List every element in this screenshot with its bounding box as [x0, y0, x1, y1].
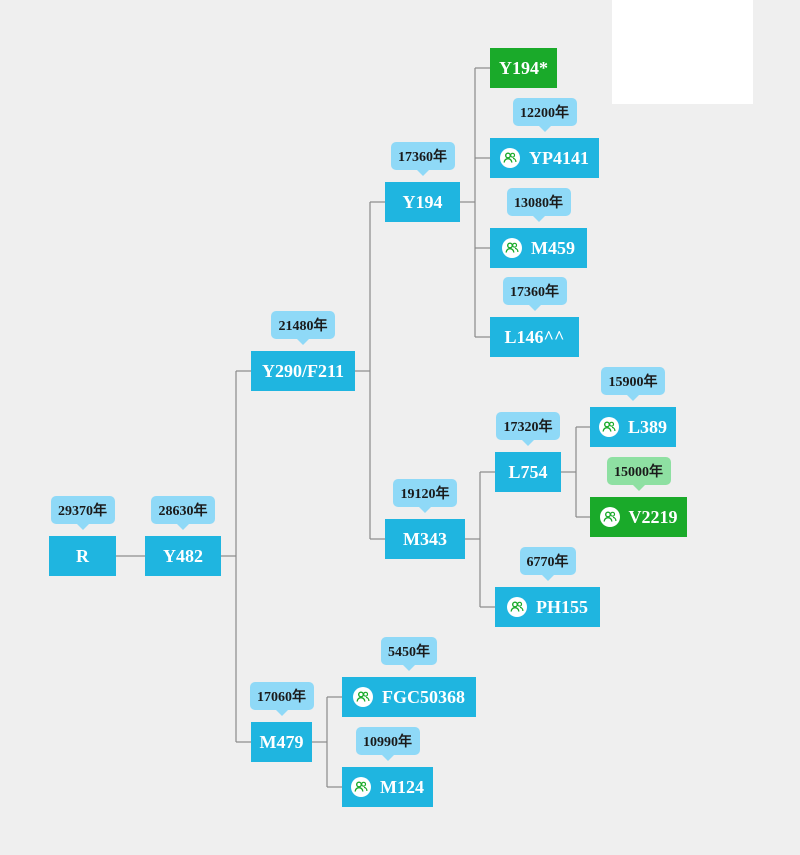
- node-label: M124: [380, 776, 424, 797]
- age-tag: 17060年: [249, 682, 314, 716]
- node-label: M343: [403, 528, 447, 549]
- age-tag: 15000年: [606, 457, 671, 491]
- blank-panel: [612, 0, 753, 104]
- age-tag: 12200年: [512, 98, 577, 132]
- user-group-icon: [598, 417, 619, 437]
- node-label: Y194*: [499, 57, 548, 78]
- node-label: Y290/F211: [261, 360, 344, 381]
- node-label: PH155: [536, 596, 588, 617]
- node-label: YP4141: [529, 147, 589, 168]
- node-m124[interactable]: M124: [342, 767, 433, 807]
- node-yp4141[interactable]: YP4141: [490, 138, 599, 178]
- age-tag: 21480年: [271, 311, 335, 345]
- age-tag: 5450年: [381, 637, 437, 671]
- node-l389[interactable]: L389: [590, 407, 676, 447]
- node-ph155[interactable]: PH155: [495, 587, 600, 627]
- node-label: M459: [531, 237, 575, 258]
- age-tag: 13080年: [506, 188, 571, 222]
- node-m459[interactable]: M459: [490, 228, 587, 268]
- age-tag: 19120年: [393, 479, 457, 513]
- user-group-icon: [351, 777, 371, 797]
- node-m343[interactable]: M343: [385, 519, 465, 559]
- age-tag: 15900年: [601, 367, 665, 401]
- node-l754[interactable]: L754: [495, 452, 561, 492]
- age-tag: 17360年: [390, 142, 455, 176]
- age-tag: 6770年: [519, 547, 576, 581]
- age-tag: 17320年: [496, 412, 560, 446]
- age-tag: 17360年: [502, 277, 567, 311]
- user-group-icon: [353, 687, 373, 707]
- node-label: Y194: [402, 191, 443, 212]
- user-group-icon: [507, 597, 527, 617]
- node-label: L389: [627, 416, 667, 437]
- user-group-icon: [500, 148, 520, 168]
- node-label: V2219: [628, 506, 678, 527]
- node-label: M479: [259, 731, 304, 752]
- node-fgc50368[interactable]: FGC50368: [342, 677, 476, 717]
- age-tag: 10990年: [355, 727, 420, 761]
- node-l146[interactable]: L146^^: [490, 317, 579, 357]
- age-tag: 28630年: [151, 496, 215, 530]
- node-r[interactable]: R: [49, 536, 116, 576]
- node-label: Y482: [163, 545, 203, 566]
- node-m479[interactable]: M479: [251, 722, 312, 762]
- node-label: R: [76, 545, 89, 566]
- node-y194s[interactable]: Y194*: [490, 48, 557, 88]
- node-label: FGC50368: [382, 686, 465, 707]
- node-v2219[interactable]: V2219: [590, 497, 687, 537]
- age-tag: 29370年: [50, 496, 115, 530]
- user-group-icon: [502, 238, 522, 258]
- node-label: L146^^: [504, 326, 565, 347]
- node-y482[interactable]: Y482: [145, 536, 221, 576]
- node-y290[interactable]: Y290/F211: [251, 351, 355, 391]
- user-group-icon: [599, 507, 620, 527]
- node-y194[interactable]: Y194: [385, 182, 460, 222]
- node-label: L754: [508, 461, 548, 482]
